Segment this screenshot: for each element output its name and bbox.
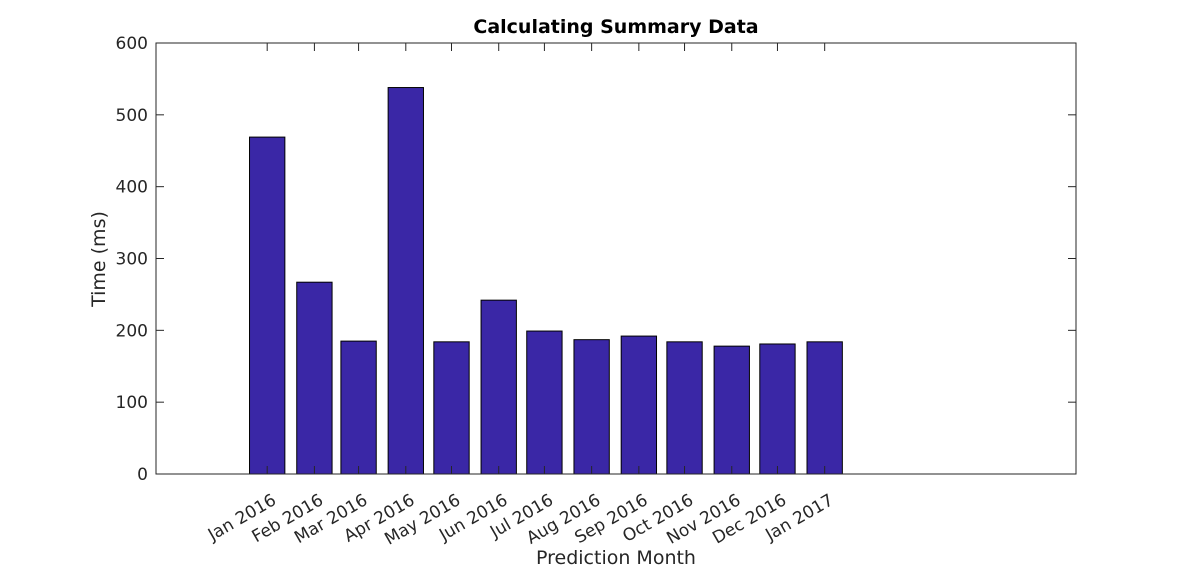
y-tick-label: 100 xyxy=(116,393,148,413)
chart-title: Calculating Summary Data xyxy=(473,16,758,38)
bar-jul-2016 xyxy=(526,330,563,475)
bars-group xyxy=(249,87,843,475)
y-tick-label: 300 xyxy=(116,250,148,270)
bar-jan-2017 xyxy=(806,341,843,475)
y-axis-label: Time (ms) xyxy=(88,211,110,308)
y-tick-label: 200 xyxy=(116,321,148,341)
bar-jun-2016 xyxy=(480,299,517,475)
x-axis-label: Prediction Month xyxy=(536,547,696,569)
plot-frame xyxy=(155,42,1077,475)
y-tick-label: 0 xyxy=(137,465,148,485)
bar-aug-2016 xyxy=(573,339,610,475)
y-tick-label: 600 xyxy=(116,34,148,54)
bar-apr-2016 xyxy=(387,87,424,475)
bar-oct-2016 xyxy=(666,341,703,475)
bar-jan-2016 xyxy=(249,136,286,475)
bar-sep-2016 xyxy=(620,335,658,475)
bar-nov-2016 xyxy=(713,345,750,475)
bar-feb-2016 xyxy=(296,281,333,475)
bar-may-2016 xyxy=(433,341,470,475)
y-tick-label: 500 xyxy=(116,106,148,126)
bar-dec-2016 xyxy=(759,343,796,475)
bar-mar-2016 xyxy=(340,340,377,475)
y-tick-label: 400 xyxy=(116,178,148,198)
